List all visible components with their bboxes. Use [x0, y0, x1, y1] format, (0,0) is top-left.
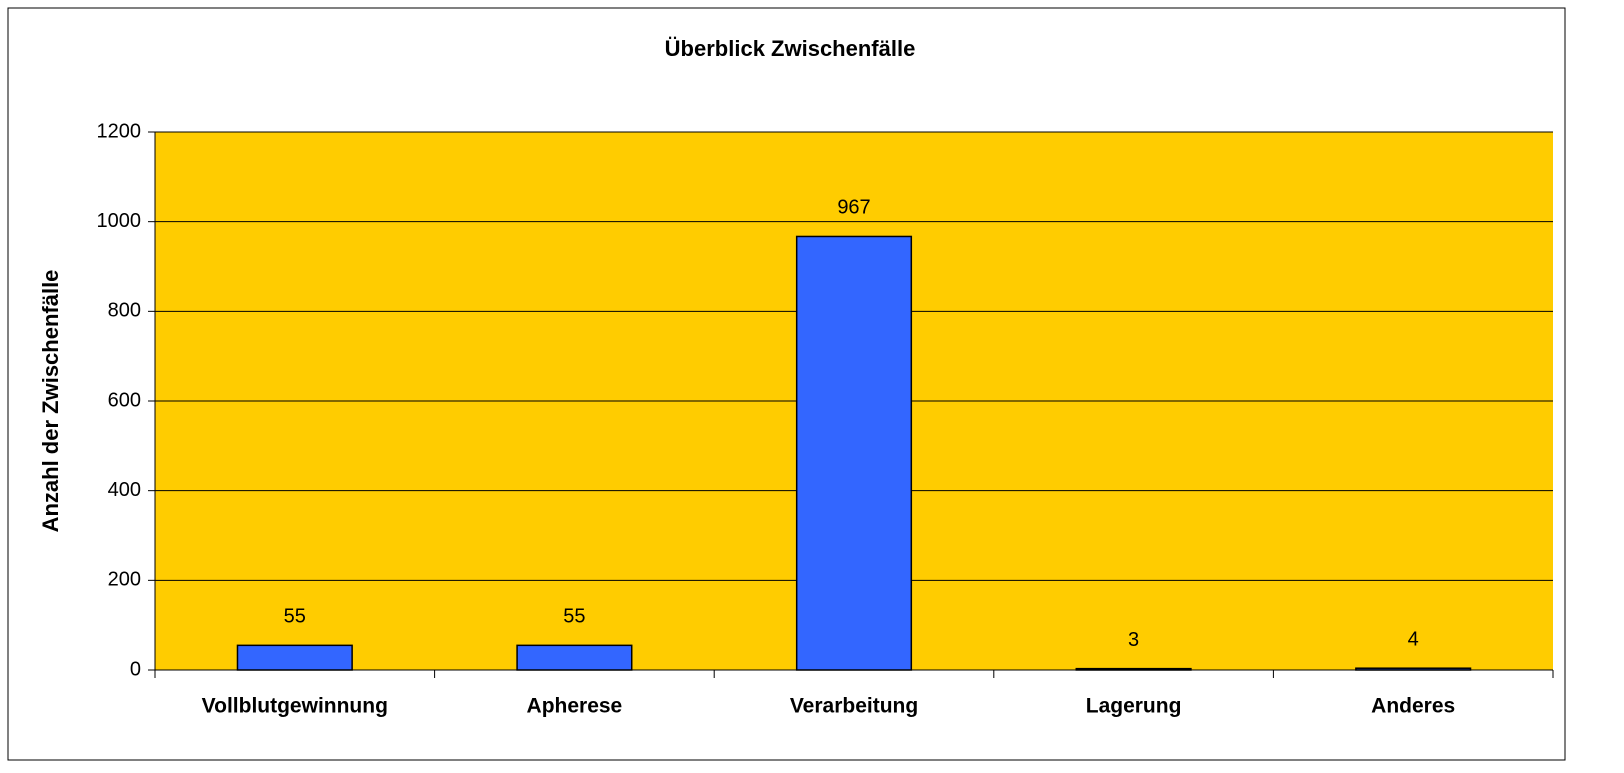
data-label: 55	[563, 606, 585, 628]
chart-title: Überblick Zwischenfälle	[665, 36, 916, 61]
x-tick-label: Verarbeitung	[790, 695, 918, 718]
bar	[795, 235, 913, 671]
bar	[1075, 667, 1192, 671]
x-tick-label: Vollblutgewinnung	[202, 695, 388, 718]
x-tick-label: Apherese	[527, 695, 623, 718]
y-axis-label: Anzahl der Zwischenfälle	[38, 270, 63, 533]
y-tick-label: 0	[130, 658, 141, 680]
y-tick-label: 400	[108, 479, 141, 501]
y-tick-label: 1200	[97, 120, 142, 142]
data-label: 3	[1128, 629, 1139, 651]
y-tick-label: 800	[108, 300, 141, 322]
x-tick-label: Anderes	[1371, 695, 1455, 718]
bar	[516, 644, 633, 671]
bar	[236, 644, 353, 671]
x-tick-label: Lagerung	[1086, 695, 1182, 718]
data-label: 55	[284, 606, 306, 628]
bar	[1355, 667, 1472, 671]
data-label: 967	[837, 197, 870, 219]
y-tick-label: 200	[108, 569, 141, 591]
y-tick-label: 1000	[97, 210, 142, 232]
y-tick-label: 600	[108, 389, 141, 411]
data-label: 4	[1408, 628, 1419, 650]
